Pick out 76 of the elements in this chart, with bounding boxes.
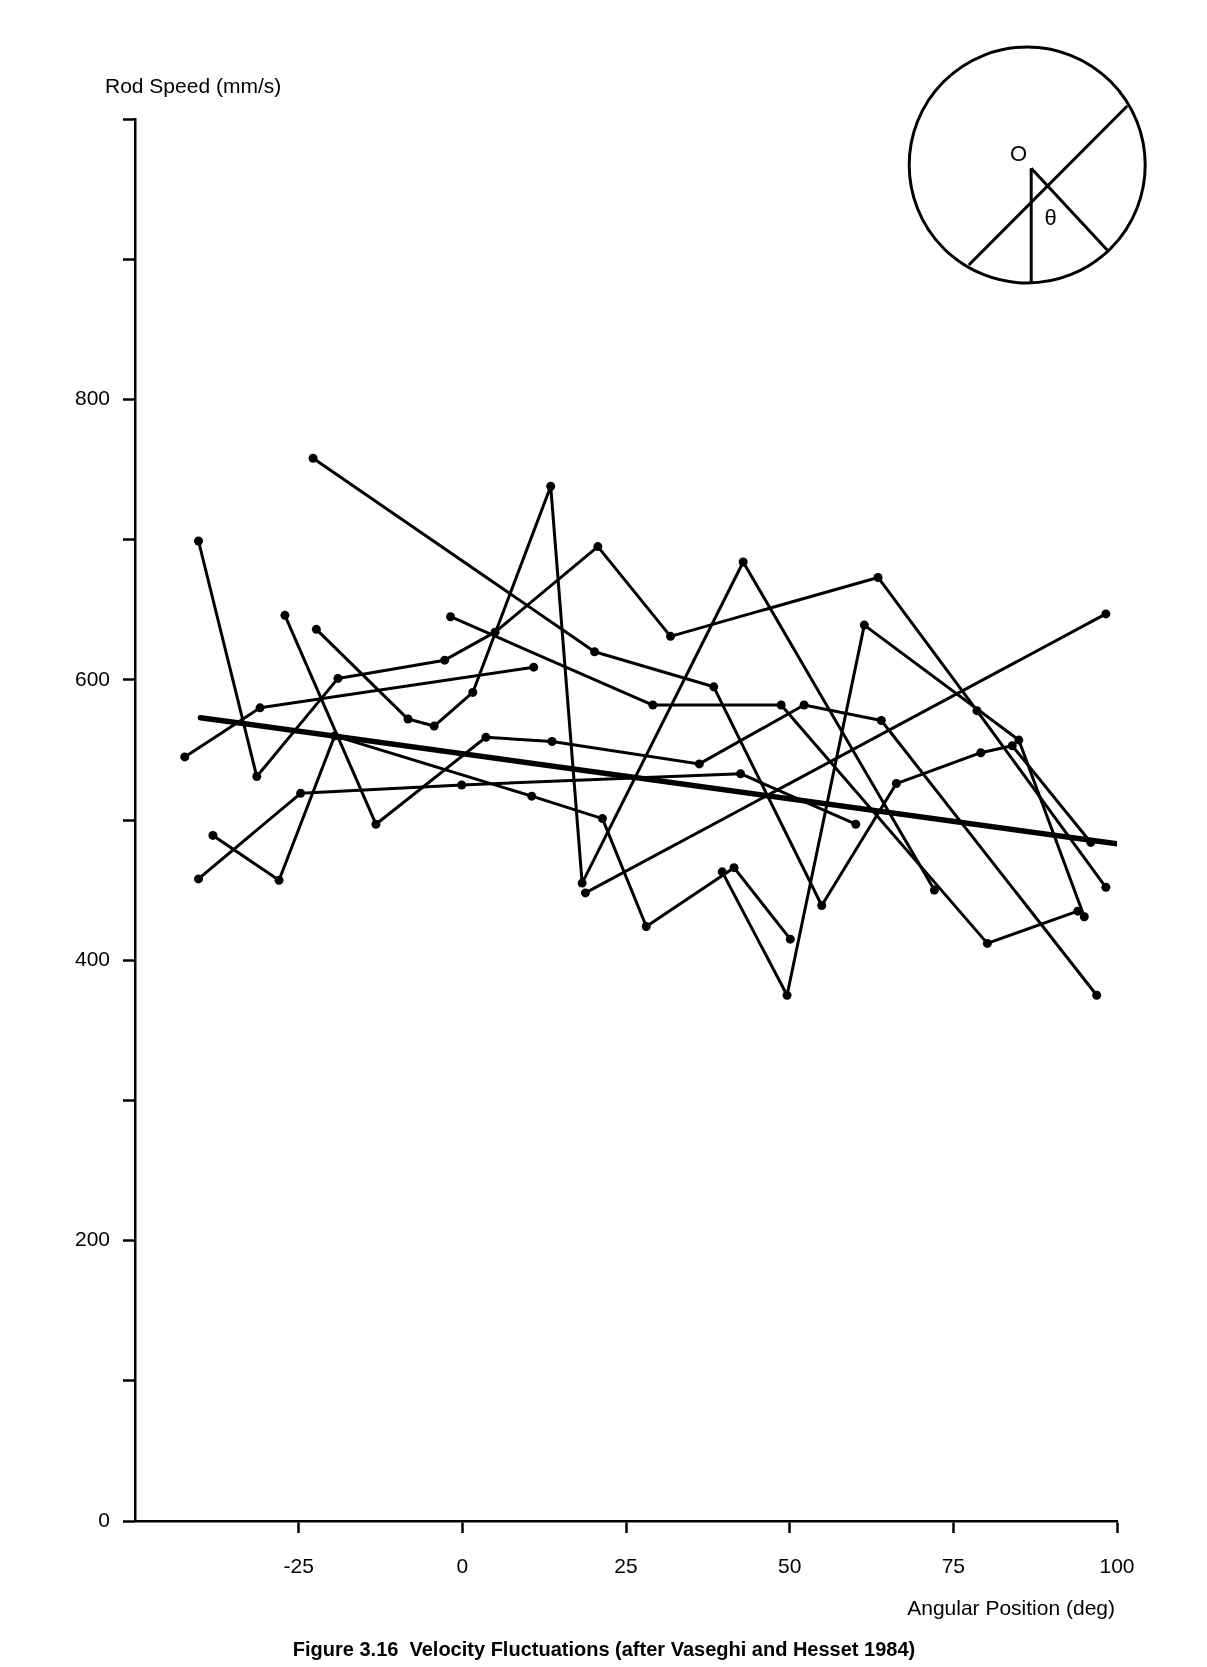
point: [859, 620, 869, 630]
point: [972, 706, 982, 716]
point: [429, 721, 439, 731]
point: [929, 885, 939, 895]
point: [481, 732, 491, 742]
point: [252, 772, 262, 782]
point: [666, 631, 676, 641]
point: [1101, 882, 1111, 892]
point: [729, 863, 739, 873]
annotation: O: [1009, 140, 1027, 166]
point: [641, 922, 651, 932]
point: [782, 990, 792, 1000]
point: [180, 752, 190, 762]
point: [333, 673, 343, 683]
point: [308, 453, 318, 463]
point: [785, 934, 795, 944]
point: [547, 736, 557, 746]
x-tick-label: 0: [456, 1554, 469, 1578]
point: [1007, 741, 1017, 751]
point: [593, 542, 603, 552]
x-tick-label: 50: [777, 1554, 802, 1578]
y-tick-label: 0: [98, 1507, 110, 1531]
y-axis-title: Rod Speed (mm/s): [105, 73, 282, 97]
point: [457, 780, 467, 790]
point: [1079, 912, 1089, 922]
x-tick-label: 100: [1099, 1554, 1135, 1578]
point: [799, 700, 809, 710]
point: [982, 938, 992, 948]
y-tick-label: 600: [74, 666, 110, 690]
point: [817, 901, 827, 911]
point: [296, 788, 306, 798]
point: [194, 874, 203, 884]
annotation: θ: [1043, 204, 1057, 230]
point: [546, 481, 556, 491]
point: [194, 536, 203, 546]
point: [1101, 609, 1111, 619]
point: [1073, 906, 1083, 916]
caption: Figure 3.16 Velocity Fluctuations (after Vaseghi and Hesset 1984): [292, 1637, 916, 1660]
y-tick-label: 800: [74, 386, 110, 410]
point: [280, 610, 290, 620]
point: [597, 814, 607, 824]
point: [976, 748, 986, 758]
point: [468, 687, 478, 697]
point: [1092, 990, 1102, 1000]
x-tick-label: -25: [283, 1554, 314, 1578]
point: [1014, 735, 1024, 745]
point: [403, 714, 413, 724]
point: [440, 655, 450, 665]
point: [873, 572, 883, 582]
x-axis-title: Angular Position (deg): [907, 1595, 1115, 1619]
x-tick-label: 25: [614, 1554, 638, 1578]
x-tick-label: 75: [941, 1554, 966, 1578]
point: [527, 791, 537, 801]
point: [208, 830, 218, 840]
point: [371, 819, 381, 829]
point: [736, 769, 746, 779]
point: [776, 700, 786, 710]
point: [891, 779, 901, 789]
point: [590, 647, 600, 657]
point: [490, 627, 500, 637]
point: [577, 878, 587, 888]
point: [446, 612, 456, 622]
point: [694, 759, 704, 769]
angle-diagram: O θ: [905, 44, 1148, 286]
point: [876, 715, 886, 725]
point: [529, 662, 539, 672]
point: [255, 703, 265, 713]
point: [274, 875, 284, 885]
y-tick-label: 400: [74, 947, 110, 970]
point: [311, 624, 321, 634]
point: [851, 819, 861, 829]
y-tick-label: 200: [74, 1227, 110, 1251]
point: [738, 557, 748, 567]
point: [648, 700, 658, 710]
point: [580, 888, 590, 898]
point: [709, 682, 719, 692]
